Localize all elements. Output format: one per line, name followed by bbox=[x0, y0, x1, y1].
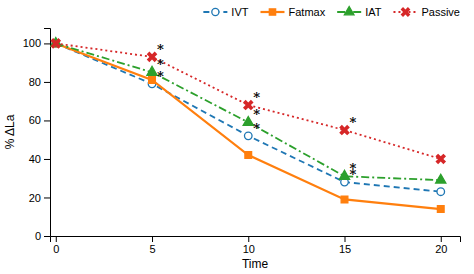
y-axis-line bbox=[44, 29, 51, 237]
y-tick-label: 20 bbox=[29, 192, 41, 204]
x-tick-mark bbox=[248, 236, 249, 242]
annotations: ********* bbox=[157, 42, 356, 182]
series-line bbox=[56, 43, 441, 180]
series-line bbox=[56, 43, 441, 159]
legend-label: IAT bbox=[365, 6, 382, 18]
series-point bbox=[341, 196, 348, 203]
legend-item: Fatmax bbox=[260, 6, 325, 18]
annotation: * bbox=[157, 42, 164, 57]
x-tick-label: 15 bbox=[339, 243, 351, 255]
x-tick-label: 10 bbox=[243, 243, 255, 255]
y-tick-label: 0 bbox=[35, 230, 41, 242]
annotation: * bbox=[253, 90, 260, 105]
y-tick-label: 80 bbox=[29, 76, 41, 88]
y-tick: 0 bbox=[35, 230, 50, 242]
y-tick-mark bbox=[44, 82, 50, 83]
series-line bbox=[56, 43, 441, 209]
series-point bbox=[147, 66, 157, 75]
legend-marker bbox=[344, 6, 354, 14]
y-axis: 0 20 40 60 80 100 bbox=[23, 29, 51, 243]
annotation: * bbox=[350, 115, 357, 130]
y-tick-mark bbox=[44, 197, 50, 198]
x-tick: 5 bbox=[149, 236, 155, 255]
legend-item: Passive bbox=[393, 5, 460, 20]
x-axis-title: Time bbox=[242, 257, 269, 271]
x-tick-label: 0 bbox=[53, 243, 59, 255]
x-tick-mark bbox=[56, 236, 57, 242]
series-point bbox=[50, 35, 64, 51]
series-point bbox=[436, 174, 446, 183]
y-axis-title: % ΔLa bbox=[3, 114, 17, 149]
legend-item: IAT bbox=[337, 6, 382, 18]
x-tick-mark bbox=[152, 236, 153, 242]
annotation: * bbox=[350, 161, 357, 176]
y-tick-mark bbox=[44, 120, 50, 121]
x-tick: 10 bbox=[243, 236, 255, 255]
legend-label: Fatmax bbox=[288, 6, 325, 18]
y-tick-mark bbox=[44, 159, 50, 160]
series-point bbox=[149, 77, 156, 84]
y-tick-label: 40 bbox=[29, 153, 41, 165]
x-axis-line bbox=[51, 237, 461, 243]
y-tick-label: 100 bbox=[23, 37, 41, 49]
marks bbox=[50, 35, 449, 212]
legend-marker bbox=[269, 9, 275, 15]
x-tick-label: 20 bbox=[435, 243, 447, 255]
y-tick: 40 bbox=[29, 153, 50, 165]
chart: 0 5 10 15 20 0 20 40 60 80 100 ********* Time % ΔLa IV… bbox=[0, 0, 474, 274]
series-point bbox=[339, 170, 349, 179]
legend-label: Passive bbox=[421, 6, 460, 18]
series-point bbox=[245, 152, 252, 159]
legend-marker bbox=[212, 8, 219, 15]
x-tick-mark bbox=[441, 236, 442, 242]
series-point bbox=[243, 116, 253, 125]
legend-label: IVT bbox=[231, 6, 248, 18]
y-tick-label: 60 bbox=[29, 114, 41, 126]
x-tick-label: 5 bbox=[149, 243, 155, 255]
series-point bbox=[437, 206, 444, 213]
x-tick: 15 bbox=[339, 236, 351, 255]
x-tick-mark bbox=[345, 236, 346, 242]
y-tick-mark bbox=[44, 43, 50, 44]
legend-marker bbox=[398, 5, 413, 20]
y-tick: 100 bbox=[23, 37, 50, 49]
plot: 0 5 10 15 20 0 20 40 60 80 100 ********* bbox=[23, 29, 461, 255]
x-tick: 20 bbox=[435, 236, 447, 255]
x-axis: 0 5 10 15 20 bbox=[51, 236, 461, 255]
annotation: * bbox=[253, 107, 260, 122]
y-tick: 80 bbox=[29, 76, 50, 88]
x-tick: 0 bbox=[53, 236, 59, 255]
annotation: * bbox=[253, 121, 260, 136]
y-tick: 20 bbox=[29, 192, 50, 204]
series-point bbox=[244, 132, 252, 140]
y-tick-mark bbox=[44, 236, 50, 237]
series-point bbox=[433, 151, 449, 167]
annotation: * bbox=[157, 57, 164, 72]
legend: IVT Fatmax IAT Passive bbox=[203, 5, 460, 20]
legend-item: IVT bbox=[203, 6, 248, 18]
y-tick: 60 bbox=[29, 114, 50, 126]
series-point bbox=[437, 188, 445, 196]
